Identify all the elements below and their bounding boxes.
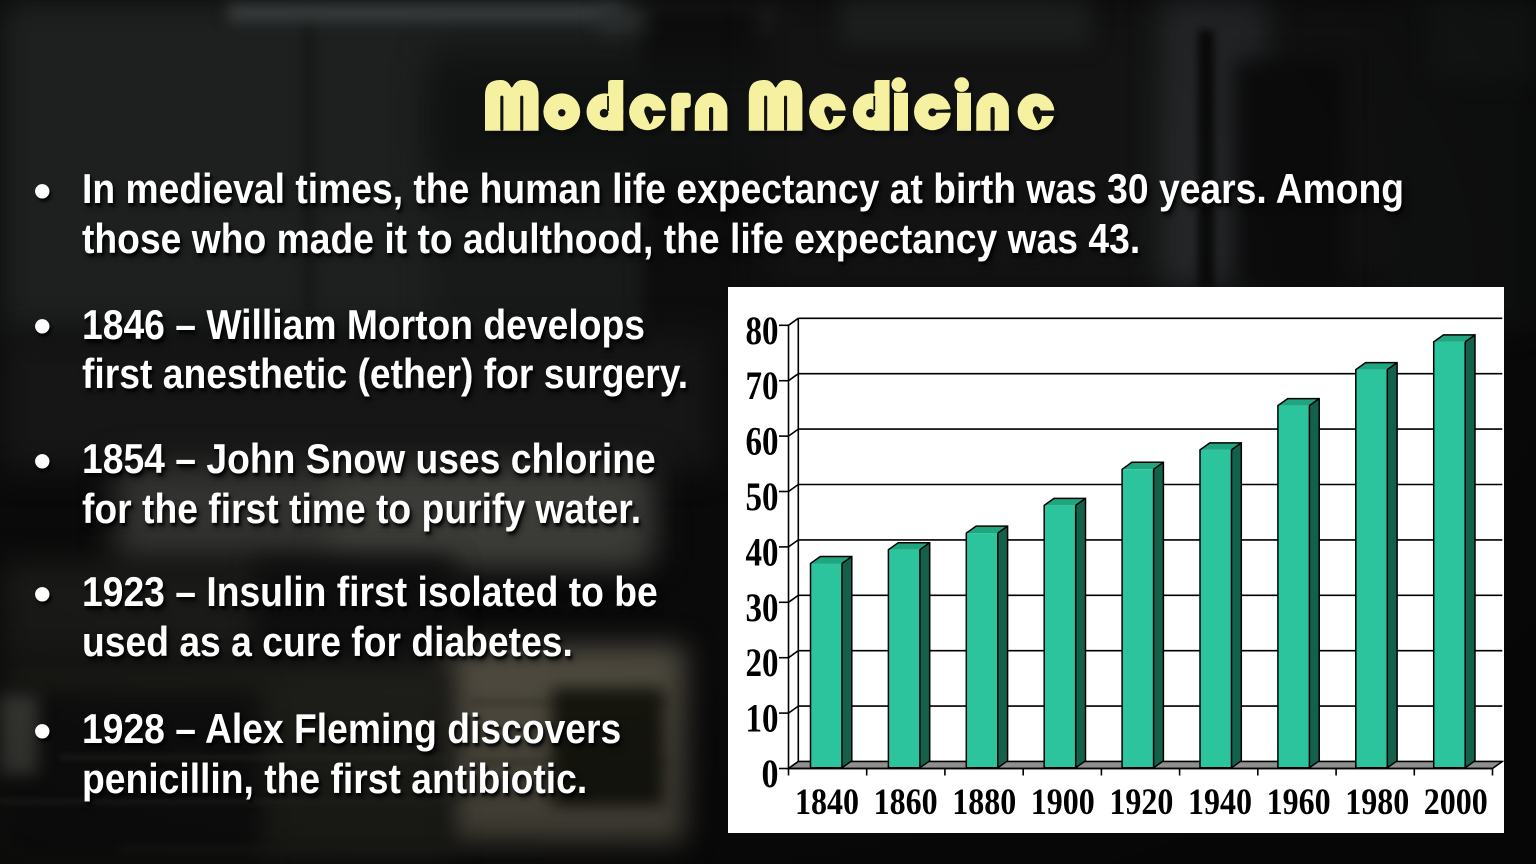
svg-text:1960: 1960 xyxy=(1267,782,1331,823)
svg-text:40: 40 xyxy=(746,529,779,574)
svg-text:1940: 1940 xyxy=(1188,782,1252,823)
svg-text:80: 80 xyxy=(746,308,779,353)
svg-text:60: 60 xyxy=(746,419,779,464)
svg-text:1900: 1900 xyxy=(1031,782,1095,823)
svg-text:0: 0 xyxy=(762,751,779,796)
svg-text:2000: 2000 xyxy=(1424,782,1488,823)
svg-text:10: 10 xyxy=(746,696,779,741)
svg-text:70: 70 xyxy=(746,363,779,408)
svg-text:30: 30 xyxy=(746,585,779,630)
svg-text:1880: 1880 xyxy=(952,782,1016,823)
svg-text:1920: 1920 xyxy=(1109,782,1173,823)
svg-text:1860: 1860 xyxy=(874,782,938,823)
svg-text:1840: 1840 xyxy=(795,782,859,823)
svg-text:1980: 1980 xyxy=(1345,782,1409,823)
svg-text:20: 20 xyxy=(746,640,779,685)
svg-text:50: 50 xyxy=(746,474,779,519)
